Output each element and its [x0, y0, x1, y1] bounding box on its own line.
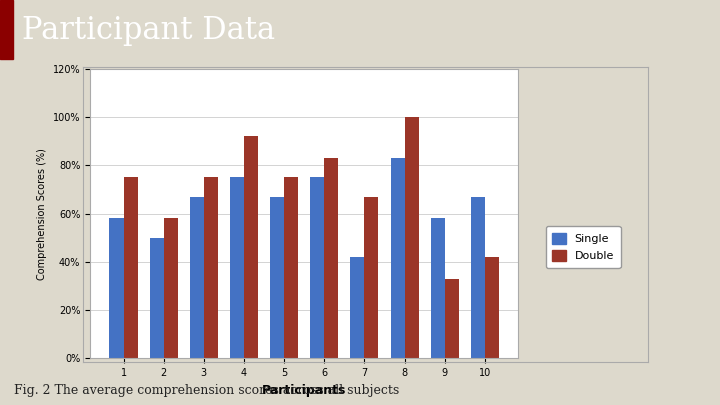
Bar — [431, 218, 445, 358]
Bar — [390, 158, 405, 358]
Bar — [284, 177, 298, 358]
Bar — [124, 177, 138, 358]
Bar — [244, 136, 258, 358]
Bar — [109, 218, 124, 358]
Bar — [204, 177, 218, 358]
Bar — [405, 117, 418, 358]
Bar — [324, 158, 338, 358]
Bar — [270, 197, 284, 358]
Bar — [471, 197, 485, 358]
Bar — [0, 0, 13, 59]
Bar — [150, 238, 163, 358]
Bar — [485, 257, 499, 358]
Text: Participant Data: Participant Data — [22, 15, 275, 46]
Y-axis label: Comprehension Scores (%): Comprehension Scores (%) — [37, 148, 47, 279]
Bar — [445, 279, 459, 358]
Bar — [310, 177, 324, 358]
Legend: Single, Double: Single, Double — [546, 226, 621, 268]
Bar — [230, 177, 244, 358]
X-axis label: Participants: Participants — [262, 384, 346, 397]
Bar — [364, 197, 379, 358]
Bar — [351, 257, 364, 358]
Bar — [190, 197, 204, 358]
Bar — [163, 218, 178, 358]
Text: Fig. 2 The average comprehension scores across all subjects: Fig. 2 The average comprehension scores … — [14, 384, 400, 397]
